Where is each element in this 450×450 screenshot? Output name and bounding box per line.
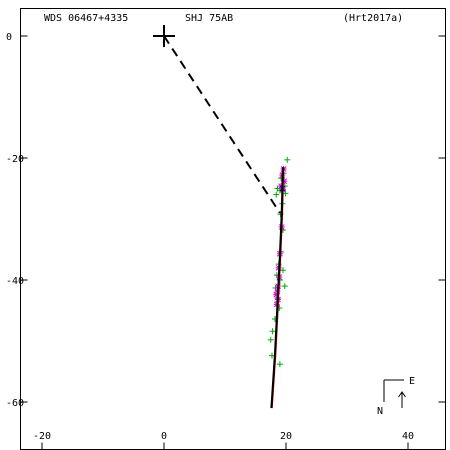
y-tick-label: 0 — [6, 32, 12, 43]
orbit-fit-line — [270, 167, 284, 409]
data-point-plus — [267, 336, 274, 343]
data-point-plus — [269, 328, 276, 335]
y-axis-ticks: 0 -20 -40 -60 — [6, 32, 446, 409]
x-tick-label: 20 — [280, 431, 292, 442]
y-tick-label: -40 — [6, 276, 24, 287]
primary-star — [153, 25, 175, 47]
direction-arrow-head — [398, 391, 406, 398]
x-axis-ticks: -20 0 20 40 — [33, 431, 414, 450]
data-point-plus — [276, 361, 283, 368]
header-reference: (Hrt2017a) — [343, 13, 403, 24]
compass-north-label: N — [377, 406, 383, 417]
lines-layer — [163, 35, 285, 409]
data-point-plus — [284, 156, 291, 163]
line-of-nodes — [163, 35, 281, 214]
x-tick-label: -20 — [33, 431, 51, 442]
data-point-plus — [273, 191, 280, 198]
x-tick-label: 40 — [402, 431, 414, 442]
header-pair: SHJ 75AB — [185, 13, 233, 24]
data-point-plus — [281, 283, 288, 290]
header-system: WDS 06467+4335 — [44, 13, 128, 24]
y-tick-label: -20 — [6, 154, 24, 165]
x-tick-label: 0 — [161, 431, 167, 442]
y-tick-label: -60 — [6, 398, 24, 409]
compass-east-label: E — [409, 376, 415, 387]
compass: E N — [377, 376, 415, 417]
